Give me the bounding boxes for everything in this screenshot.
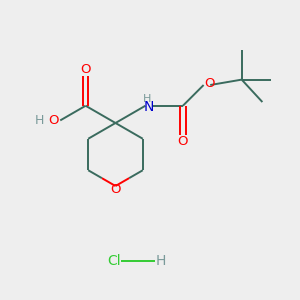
Text: H: H bbox=[155, 254, 166, 268]
Text: O: O bbox=[48, 114, 59, 127]
Text: H: H bbox=[34, 114, 44, 127]
Text: O: O bbox=[204, 77, 215, 90]
Text: H: H bbox=[143, 94, 151, 104]
Text: O: O bbox=[110, 183, 121, 196]
Text: N: N bbox=[143, 100, 154, 114]
Text: O: O bbox=[80, 63, 91, 76]
Text: O: O bbox=[178, 135, 188, 148]
Text: Cl: Cl bbox=[107, 254, 121, 268]
